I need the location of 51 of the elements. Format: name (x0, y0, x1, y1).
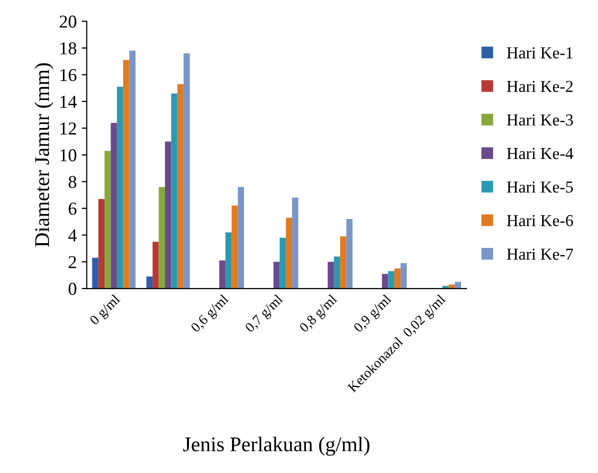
bar (158, 186, 165, 289)
y-tick-label: 20 (60, 16, 76, 28)
bar (129, 50, 136, 289)
bar (232, 206, 238, 289)
legend-label: Hari Ke-5 (506, 181, 573, 193)
y-tick-label: 4 (68, 229, 77, 242)
x-axis-title: Jenis Perlakuan (g/ml) (183, 436, 370, 456)
bar (400, 263, 407, 289)
bar (388, 271, 394, 289)
y-tick-label: 10 (60, 149, 76, 162)
y-tick-label: 6 (68, 202, 76, 215)
y-tick-label: 18 (60, 42, 76, 54)
bar (238, 186, 244, 289)
bar (104, 150, 111, 289)
legend-label: Hari Ke-6 (506, 215, 574, 226)
bar (171, 93, 178, 289)
bar (448, 284, 455, 289)
legend-label: Hari Ke-1 (506, 47, 573, 58)
bar (382, 274, 388, 289)
bar (334, 256, 340, 289)
bar (394, 268, 401, 289)
legend-label: Hari Ke-3 (506, 114, 573, 126)
legend-label: Hari Ke-4 (506, 148, 574, 160)
bar (286, 218, 292, 289)
y-tick-label: 14 (60, 96, 77, 108)
y-axis-title: Diameter Jamur (mm) (34, 63, 54, 247)
bar (346, 219, 353, 289)
y-tick-label: 12 (60, 122, 76, 134)
bar (110, 122, 117, 289)
bar (225, 232, 232, 289)
bar (123, 60, 130, 289)
bar (219, 260, 226, 289)
legend-label: Hari Ke-7 (506, 248, 574, 260)
y-tick-label: 16 (60, 69, 76, 82)
bar (177, 84, 184, 289)
bar (273, 262, 280, 289)
bar (152, 242, 159, 289)
y-tick-label: 0 (68, 282, 76, 295)
legend-label: Hari Ke-2 (506, 80, 573, 92)
bar (280, 238, 286, 289)
bar (116, 86, 124, 289)
bar (328, 262, 334, 289)
bar (292, 198, 298, 289)
bar (98, 199, 105, 289)
bar (146, 276, 153, 289)
y-tick-label: 2 (68, 256, 76, 268)
bar (92, 258, 98, 289)
bar (340, 236, 346, 289)
bar (184, 53, 190, 289)
bar (164, 142, 172, 289)
y-tick-label: 8 (68, 176, 76, 188)
